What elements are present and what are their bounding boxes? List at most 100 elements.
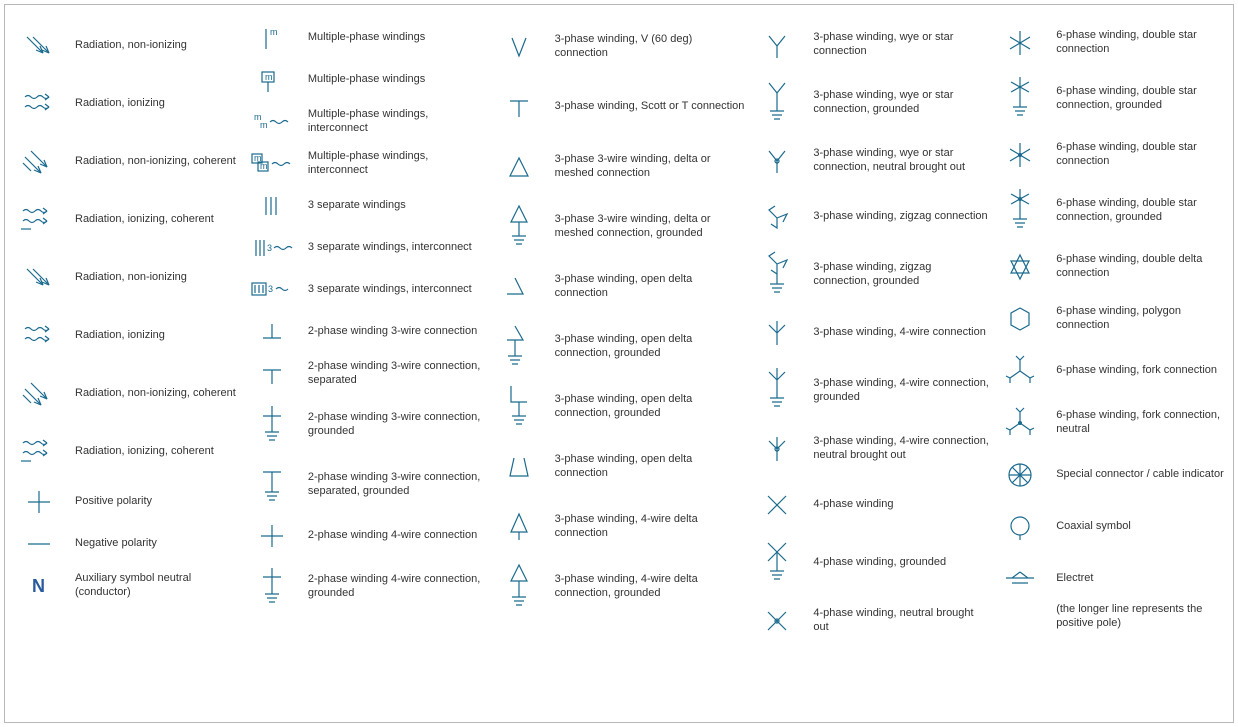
3ph-wye-n-icon [747,142,807,180]
row-6ph-ds: 6-phase winding, double star connection [990,17,1229,69]
4ph-n-icon [747,602,807,640]
column-1: Radiation, non-ionizing Radiation, ioniz… [9,17,242,710]
svg-text:m: m [260,120,268,130]
neg-pol-icon [9,525,69,563]
pos-pol-icon [9,483,69,521]
mpw-int1-label: Multiple-phase windings, interconnect [302,108,489,136]
row-3ph-zz-gnd: 3-phase winding, zigzag connection, grou… [747,245,990,305]
row-rad-ion-coh: Radiation, ionizing, coherent [9,191,242,249]
row-3ph-od2: 3-phase winding, open delta connection [489,437,748,497]
mpw2-icon: m [242,61,302,99]
6ph-ds2-icon [990,136,1050,174]
sep3-label: 3 separate windings [302,199,406,213]
coax-icon [990,508,1050,546]
3ph-delta-gnd-label: 3-phase 3-wire winding, delta or meshed … [549,213,748,241]
row-3ph-4w-gnd: 3-phase winding, 4-wire connection, grou… [747,361,990,421]
row-4ph-gnd: 4-phase winding, grounded [747,533,990,593]
6ph-dd-icon [990,248,1050,286]
row-3ph-wye: 3-phase winding, wye or star connection [747,17,990,73]
row-4ph-n: 4-phase winding, neutral brought out [747,593,990,649]
row-aux-neutral: N Auxiliary symbol neutral (conductor) [9,565,242,607]
3ph-wye-gnd-icon [747,75,807,131]
mpw2-label: Multiple-phase windings [302,73,425,87]
row-rad-nonion: Radiation, non-ionizing [9,17,242,75]
3ph-od2-label: 3-phase winding, open delta connection [549,453,748,481]
rad-ion2-label: Radiation, ionizing [69,329,165,343]
row-3ph-4wd-gnd: 3-phase winding, 4-wire delta connection… [489,557,748,617]
3ph-scott-label: 3-phase winding, Scott or T connection [549,100,745,114]
spec-conn-label: Special connector / cable indicator [1050,468,1224,482]
6ph-ds-gnd2-label: 6-phase winding, double star connection,… [1050,197,1229,225]
sep3-icon [242,187,302,225]
row-6ph-dd: 6-phase winding, double delta connection [990,241,1229,293]
4ph-gnd-label: 4-phase winding, grounded [807,556,946,570]
row-2ph3w-sep: 2-phase winding 3-wire connection, separ… [242,353,489,395]
mpw1-label: Multiple-phase windings [302,31,425,45]
mpw-int2-icon: mm [242,145,302,183]
row-3ph-od: 3-phase winding, open delta connection [489,257,748,317]
2ph4w-icon [242,517,302,555]
6ph-ds-gnd-icon [990,71,1050,127]
svg-text:N: N [32,576,45,596]
row-6ph-fork-n: 6-phase winding, fork connection, neutra… [990,397,1229,449]
6ph-fork-n-icon [990,404,1050,442]
rad-nonion-coh-icon [9,143,69,181]
3ph-4w-n-icon [747,430,807,468]
3ph-4w-label: 3-phase winding, 4-wire connection [807,326,985,340]
3ph-zz-icon [747,198,807,236]
2ph3w-sep-gnd-label: 2-phase winding 3-wire connection, separ… [302,471,489,499]
mpw-int2-label: Multiple-phase windings, interconnect [302,150,489,178]
3ph-od-gnd2-label: 3-phase winding, open delta connection, … [549,393,748,421]
2ph3w-gnd-icon [242,397,302,453]
3ph-delta-icon [489,148,549,186]
3ph-delta-gnd-icon [489,199,549,255]
row-sep3-int2: 3 3 separate windings, interconnect [242,269,489,311]
3ph-4w-n-label: 3-phase winding, 4-wire connection, neut… [807,435,990,463]
column-2: m Multiple-phase windings m Multiple-pha… [242,17,489,710]
row-6ph-ds2: 6-phase winding, double star connection [990,129,1229,181]
6ph-ds-icon [990,24,1050,62]
svg-text:m: m [270,27,278,37]
row-sep3-int1: 3 3 separate windings, interconnect [242,227,489,269]
2ph4w-label: 2-phase winding 4-wire connection [302,529,477,543]
2ph3w-sep-label: 2-phase winding 3-wire connection, separ… [302,360,489,388]
3ph-zz-label: 3-phase winding, zigzag connection [807,210,987,224]
pos-pol-label: Positive polarity [69,495,152,509]
row-6ph-ds-gnd2: 6-phase winding, double star connection,… [990,181,1229,241]
6ph-fork-n-label: 6-phase winding, fork connection, neutra… [1050,409,1229,437]
3ph-v-label: 3-phase winding, V (60 deg) connection [549,33,748,61]
rad-nonion2-label: Radiation, non-ionizing [69,271,187,285]
row-3ph-scott: 3-phase winding, Scott or T connection [489,77,748,137]
row-6ph-poly: 6-phase winding, polygon connection [990,293,1229,345]
2ph3w-gnd-label: 2-phase winding 3-wire connection, groun… [302,411,489,439]
3ph-scott-icon [489,88,549,126]
2ph3w-sep-icon [242,355,302,393]
6ph-poly-icon [990,300,1050,338]
row-3ph-4w: 3-phase winding, 4-wire connection [747,305,990,361]
svg-text:m: m [260,161,268,171]
rad-nonion2-icon [9,259,69,297]
row-rad-nonion-coh2: Radiation, non-ionizing, coherent [9,365,242,423]
row-3ph-od-gnd: 3-phase winding, open delta connection, … [489,317,748,377]
row-rad-nonion-coh: Radiation, non-ionizing, coherent [9,133,242,191]
row-2ph3w: 2-phase winding 3-wire connection [242,311,489,353]
2ph4w-gnd-label: 2-phase winding 4-wire connection, groun… [302,573,489,601]
rad-nonion-coh2-label: Radiation, non-ionizing, coherent [69,387,236,401]
rad-nonion-label: Radiation, non-ionizing [69,39,187,53]
row-pos-pol: Positive polarity [9,481,242,523]
row-mpw-int2: mm Multiple-phase windings, interconnect [242,143,489,185]
row-mpw2: m Multiple-phase windings [242,59,489,101]
3ph-wye-label: 3-phase winding, wye or star connection [807,31,990,59]
rad-ion-label: Radiation, ionizing [69,97,165,111]
6ph-poly-label: 6-phase winding, polygon connection [1050,305,1229,333]
row-2ph3w-gnd: 2-phase winding 3-wire connection, groun… [242,395,489,455]
3ph-od-gnd-label: 3-phase winding, open delta connection, … [549,333,748,361]
6ph-ds-gnd-label: 6-phase winding, double star connection,… [1050,85,1229,113]
row-3ph-od-gnd2: 3-phase winding, open delta connection, … [489,377,748,437]
row-3ph-delta: 3-phase 3-wire winding, delta or meshed … [489,137,748,197]
spec-conn-icon [990,456,1050,494]
6ph-dd-label: 6-phase winding, double delta connection [1050,253,1229,281]
4ph-label: 4-phase winding [807,498,893,512]
row-2ph4w: 2-phase winding 4-wire connection [242,515,489,557]
3ph-4wd-gnd-label: 3-phase winding, 4-wire delta connection… [549,573,748,601]
